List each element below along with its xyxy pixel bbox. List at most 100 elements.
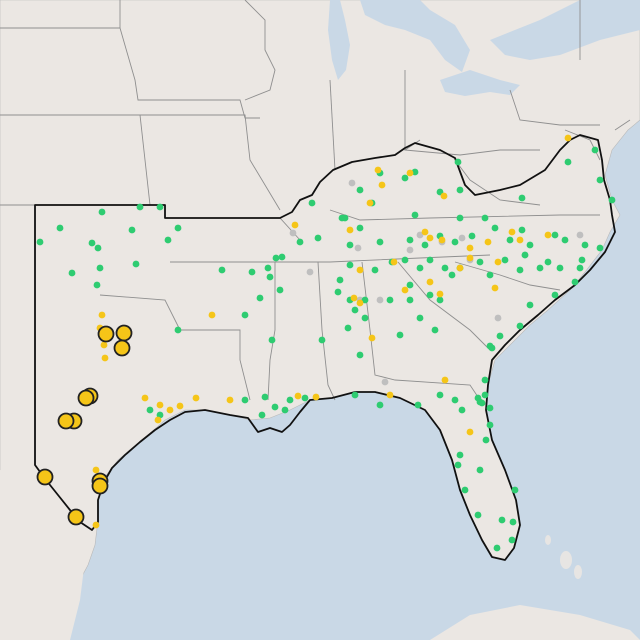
yellow-station-marker[interactable] [401,286,409,294]
large-yellow-marker[interactable] [115,324,133,342]
yellow-station-marker[interactable] [156,401,164,409]
green-station-marker[interactable] [451,396,459,404]
yellow-station-marker[interactable] [421,228,429,236]
green-station-marker[interactable] [68,269,76,277]
green-station-marker[interactable] [506,236,514,244]
yellow-station-marker[interactable] [312,393,320,401]
yellow-station-marker[interactable] [92,521,100,529]
large-yellow-marker[interactable] [67,508,85,526]
green-station-marker[interactable] [376,401,384,409]
green-station-marker[interactable] [271,403,279,411]
green-station-marker[interactable] [318,336,326,344]
gray-station-marker[interactable] [289,229,297,237]
green-station-marker[interactable] [493,544,501,552]
green-station-marker[interactable] [518,194,526,202]
green-station-marker[interactable] [241,396,249,404]
yellow-station-marker[interactable] [378,181,386,189]
yellow-station-marker[interactable] [346,226,354,234]
green-station-marker[interactable] [296,238,304,246]
yellow-station-marker[interactable] [484,238,492,246]
green-station-marker[interactable] [456,451,464,459]
gray-station-marker[interactable] [406,246,414,254]
green-station-marker[interactable] [272,254,280,262]
green-station-marker[interactable] [396,331,404,339]
green-station-marker[interactable] [436,296,444,304]
green-station-marker[interactable] [526,301,534,309]
yellow-station-marker[interactable] [466,428,474,436]
yellow-station-marker[interactable] [368,334,376,342]
green-station-marker[interactable] [431,326,439,334]
green-station-marker[interactable] [406,296,414,304]
gray-station-marker[interactable] [306,268,314,276]
yellow-station-marker[interactable] [291,221,299,229]
green-station-marker[interactable] [361,296,369,304]
yellow-station-marker[interactable] [350,294,358,302]
gray-station-marker[interactable] [381,378,389,386]
green-station-marker[interactable] [608,196,616,204]
gray-station-marker[interactable] [576,231,584,239]
green-station-marker[interactable] [336,276,344,284]
green-station-marker[interactable] [501,256,509,264]
yellow-station-marker[interactable] [92,466,100,474]
green-station-marker[interactable] [286,396,294,404]
green-station-marker[interactable] [511,486,519,494]
green-station-marker[interactable] [556,264,564,272]
green-station-marker[interactable] [451,238,459,246]
green-station-marker[interactable] [258,411,266,419]
yellow-station-marker[interactable] [438,236,446,244]
yellow-station-marker[interactable] [98,311,106,319]
yellow-station-marker[interactable] [456,264,464,272]
green-station-marker[interactable] [486,421,494,429]
green-station-marker[interactable] [164,236,172,244]
green-station-marker[interactable] [486,342,494,350]
green-station-marker[interactable] [278,253,286,261]
green-station-marker[interactable] [521,251,529,259]
yellow-station-marker[interactable] [441,376,449,384]
yellow-station-marker[interactable] [516,236,524,244]
green-station-marker[interactable] [301,394,309,402]
green-station-marker[interactable] [596,176,604,184]
green-station-marker[interactable] [401,256,409,264]
green-station-marker[interactable] [461,486,469,494]
green-station-marker[interactable] [346,241,354,249]
green-station-marker[interactable] [56,224,64,232]
green-station-marker[interactable] [561,236,569,244]
yellow-station-marker[interactable] [176,402,184,410]
green-station-marker[interactable] [536,264,544,272]
green-station-marker[interactable] [576,264,584,272]
green-station-marker[interactable] [94,244,102,252]
yellow-station-marker[interactable] [390,258,398,266]
green-station-marker[interactable] [314,234,322,242]
green-station-marker[interactable] [486,271,494,279]
green-station-marker[interactable] [468,232,476,240]
yellow-station-marker[interactable] [406,169,414,177]
green-station-marker[interactable] [551,231,559,239]
green-station-marker[interactable] [241,311,249,319]
green-station-marker[interactable] [266,273,274,281]
green-station-marker[interactable] [351,391,359,399]
green-station-marker[interactable] [346,261,354,269]
green-station-marker[interactable] [436,391,444,399]
green-station-marker[interactable] [248,268,256,276]
green-station-marker[interactable] [516,266,524,274]
gray-station-marker[interactable] [348,179,356,187]
yellow-station-marker[interactable] [154,416,162,424]
green-station-marker[interactable] [498,516,506,524]
green-station-marker[interactable] [356,186,364,194]
green-station-marker[interactable] [476,258,484,266]
green-station-marker[interactable] [356,351,364,359]
green-station-marker[interactable] [411,211,419,219]
green-station-marker[interactable] [344,324,352,332]
yellow-station-marker[interactable] [544,231,552,239]
green-station-marker[interactable] [156,203,164,211]
green-station-marker[interactable] [416,314,424,322]
green-station-marker[interactable] [591,146,599,154]
green-station-marker[interactable] [476,398,484,406]
green-station-marker[interactable] [491,224,499,232]
green-station-marker[interactable] [351,306,359,314]
yellow-station-marker[interactable] [466,254,474,262]
gray-station-marker[interactable] [376,296,384,304]
green-station-marker[interactable] [146,406,154,414]
yellow-station-marker[interactable] [508,228,516,236]
